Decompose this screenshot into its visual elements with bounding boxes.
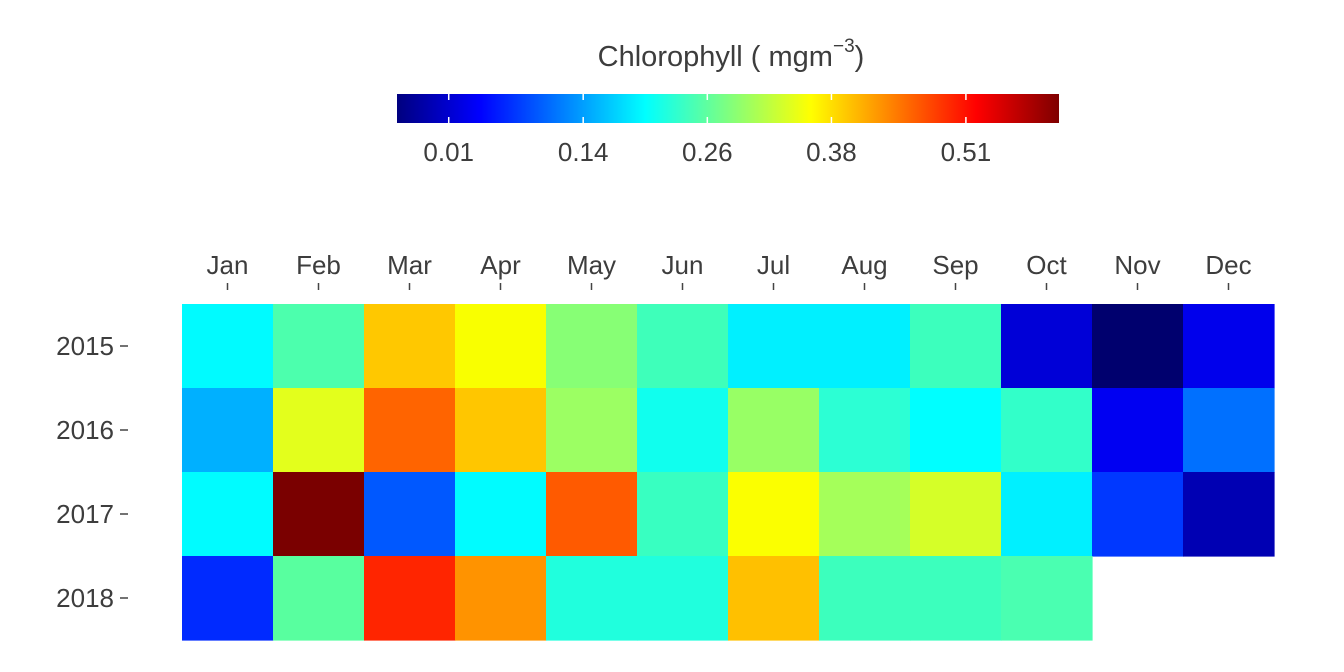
heatmap-cell-2015-may — [546, 304, 638, 389]
x-tick-label: Dec — [1205, 250, 1251, 280]
heatmap-cell-2017-aug — [819, 472, 911, 557]
heatmap-cell-2016-jun — [637, 388, 729, 473]
colorbar-tick-label: 0.14 — [558, 137, 609, 167]
x-axis: Jan Feb Mar Apr May Jun Jul Aug Sep Oct Nov Dec — [207, 250, 1252, 290]
x-tick-label: Jan — [207, 250, 249, 280]
heatmap-cell-2015-dec — [1183, 304, 1275, 389]
x-tick-label: Sep — [932, 250, 978, 280]
heatmap-cell-2018-sep — [910, 556, 1002, 641]
heatmap-cell-2018-feb — [273, 556, 365, 641]
heatmap-cell-2018-oct — [1001, 556, 1093, 641]
heatmap-cell-2017-jul — [728, 472, 820, 557]
heatmap-cell-2016-apr — [455, 388, 547, 473]
colorbar — [397, 94, 1059, 123]
heatmap-cells — [182, 304, 1275, 641]
heatmap-cell-2015-aug — [819, 304, 911, 389]
heatmap-cell-2018-may — [546, 556, 638, 641]
heatmap-cell-2018-mar — [364, 556, 456, 641]
x-tick-label: Apr — [480, 250, 521, 280]
heatmap-cell-2016-jul — [728, 388, 820, 473]
heatmap-cell-2017-jan — [182, 472, 274, 557]
heatmap-cell-2015-oct — [1001, 304, 1093, 389]
heatmap-cell-2017-mar — [364, 472, 456, 557]
heatmap-cell-2016-may — [546, 388, 638, 473]
y-tick-label: 2017 — [56, 499, 114, 529]
heatmap-cell-2016-jan — [182, 388, 274, 473]
heatmap-cell-2017-apr — [455, 472, 547, 557]
heatmap-cell-2016-oct — [1001, 388, 1093, 473]
y-axis: 2015 2016 2017 2018 — [56, 331, 128, 613]
x-tick-label: Nov — [1114, 250, 1160, 280]
x-tick-label: Jul — [757, 250, 790, 280]
colorbar-tick-label: 0.51 — [941, 137, 992, 167]
x-tick-label: Aug — [841, 250, 887, 280]
heatmap-cell-2015-apr — [455, 304, 547, 389]
x-tick-label: Jun — [662, 250, 704, 280]
colorbar-legend: Chlorophyll ( mgm−3) 0.01 0.14 0.26 0.38 0.5… — [397, 36, 1059, 167]
heatmap-cell-2017-jun — [637, 472, 729, 557]
heatmap-cell-2016-feb — [273, 388, 365, 473]
heatmap-cell-2016-nov — [1092, 388, 1184, 473]
colorbar-ticks: 0.01 0.14 0.26 0.38 0.51 — [423, 94, 991, 167]
heatmap-cell-2015-feb — [273, 304, 365, 389]
y-tick-label: 2018 — [56, 583, 114, 613]
heatmap-cell-2017-dec — [1183, 472, 1275, 557]
heatmap-cell-2018-aug — [819, 556, 911, 641]
x-tick-label: Feb — [296, 250, 341, 280]
heatmap-cell-2015-sep — [910, 304, 1002, 389]
heatmap-cell-2015-jan — [182, 304, 274, 389]
heatmap-cell-2018-jan — [182, 556, 274, 641]
heatmap-cell-2016-mar — [364, 388, 456, 473]
colorbar-tick-label: 0.38 — [806, 137, 857, 167]
heatmap-cell-2015-mar — [364, 304, 456, 389]
heatmap-cell-2017-feb — [273, 472, 365, 557]
x-tick-label: Oct — [1026, 250, 1067, 280]
heatmap-cell-2017-sep — [910, 472, 1002, 557]
heatmap-cell-2016-sep — [910, 388, 1002, 473]
heatmap-cell-2015-nov — [1092, 304, 1184, 389]
heatmap-cell-2017-nov — [1092, 472, 1184, 557]
heatmap-cell-2015-jul — [728, 304, 820, 389]
heatmap-cell-2018-apr — [455, 556, 547, 641]
colorbar-tick-label: 0.01 — [423, 137, 474, 167]
y-tick-label: 2016 — [56, 415, 114, 445]
heatmap-cell-2016-aug — [819, 388, 911, 473]
colorbar-tick-label: 0.26 — [682, 137, 733, 167]
x-tick-label: May — [567, 250, 616, 280]
heatmap-cell-2017-oct — [1001, 472, 1093, 557]
legend-title: Chlorophyll ( mgm−3) — [598, 36, 865, 73]
heatmap-cell-2016-dec — [1183, 388, 1275, 473]
heatmap-cell-2018-jun — [637, 556, 729, 641]
y-tick-label: 2015 — [56, 331, 114, 361]
heatmap-cell-2017-may — [546, 472, 638, 557]
x-tick-label: Mar — [387, 250, 432, 280]
heatmap-cell-2015-jun — [637, 304, 729, 389]
heatmap-cell-2018-jul — [728, 556, 820, 641]
